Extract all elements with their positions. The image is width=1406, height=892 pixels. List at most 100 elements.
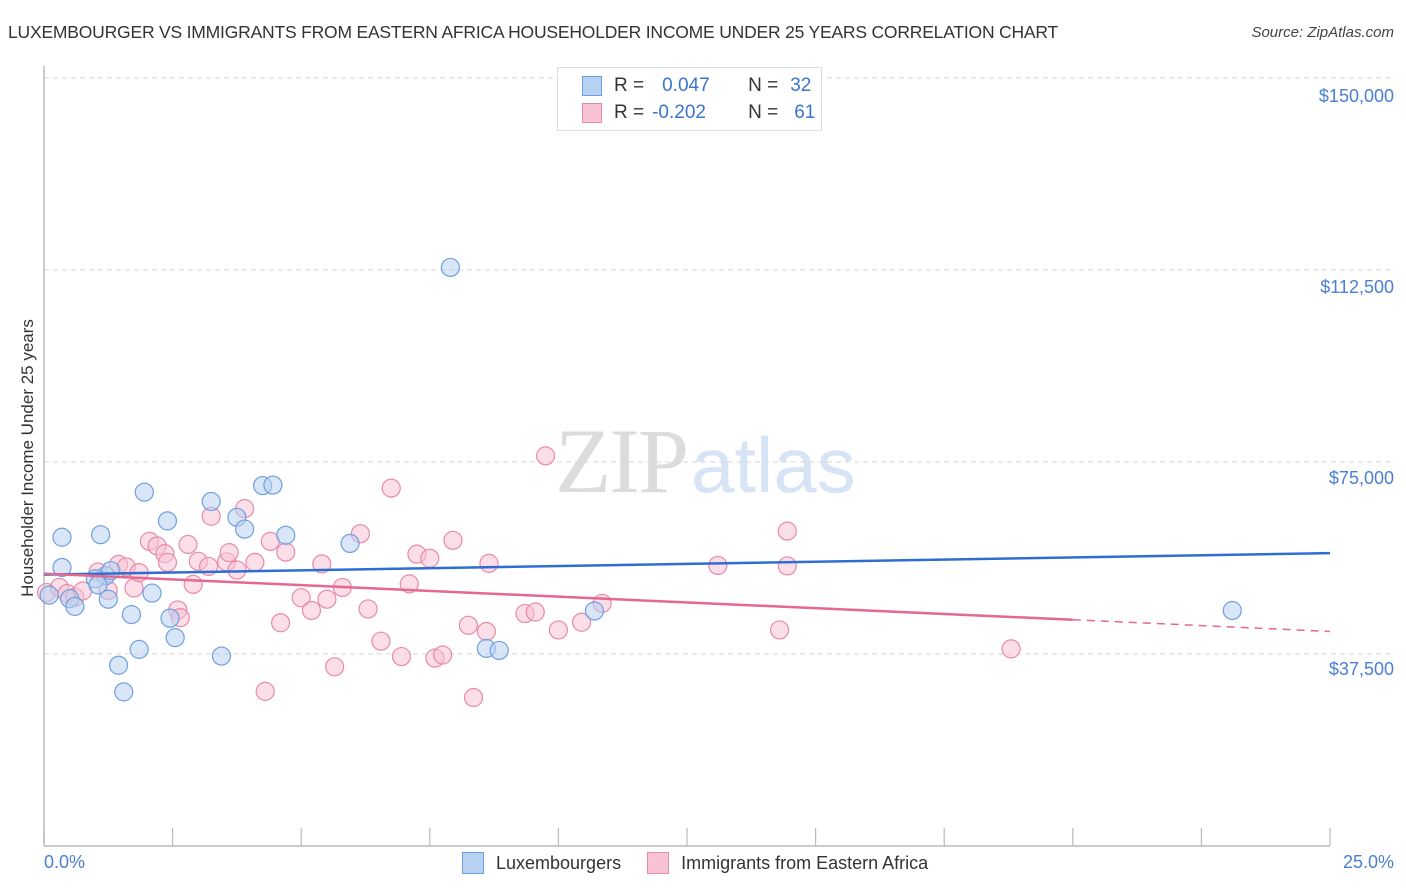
x-tick-0: 0.0% <box>44 852 86 872</box>
legend-item-immigrants[interactable]: Immigrants from Eastern Africa <box>647 852 928 874</box>
data-point[interactable] <box>458 615 478 635</box>
watermark-zip: ZIP <box>555 410 689 512</box>
data-point[interactable] <box>769 620 790 640</box>
r-value: -0.202 <box>652 102 706 123</box>
trend-line-immigrants-extension <box>1072 618 1331 633</box>
data-point[interactable] <box>134 482 154 502</box>
data-point[interactable] <box>391 646 412 667</box>
legend-row-luxembourgers: R = 0.047 N = 32 <box>582 73 811 99</box>
data-point[interactable] <box>271 613 291 633</box>
chart-title: LUXEMBOURGER VS IMMIGRANTS FROM EASTERN … <box>8 22 1059 42</box>
data-point[interactable] <box>1222 600 1242 621</box>
y-tick-150000: $150,000 <box>1318 86 1394 106</box>
data-point[interactable] <box>489 640 509 661</box>
data-point[interactable] <box>381 478 401 498</box>
n-label: N = <box>748 75 779 96</box>
data-point[interactable] <box>463 687 484 708</box>
data-point[interactable] <box>584 601 605 621</box>
data-point[interactable] <box>101 560 121 581</box>
data-point[interactable] <box>157 552 178 572</box>
series-legend: Luxembourgers Immigrants from Eastern Af… <box>462 852 954 874</box>
y-tick-37500: $37,500 <box>1328 659 1394 679</box>
trend-line-immigrants <box>43 572 1073 621</box>
legend-label: Luxembourgers <box>496 852 622 873</box>
watermark: ZIPatlas <box>555 408 856 514</box>
data-point[interactable] <box>142 583 162 603</box>
data-point[interactable] <box>433 645 453 665</box>
data-point[interactable] <box>201 491 221 512</box>
data-point[interactable] <box>443 530 463 550</box>
data-point[interactable] <box>479 553 499 573</box>
series-immigrants-points <box>36 446 1021 708</box>
data-point[interactable] <box>114 682 134 702</box>
data-point[interactable] <box>121 604 142 625</box>
trend-lines <box>43 551 1331 633</box>
data-point[interactable] <box>183 574 203 594</box>
series-luxembourgers-points <box>39 257 1242 702</box>
data-point[interactable] <box>245 552 265 572</box>
axes <box>43 66 1331 847</box>
data-point[interactable] <box>325 657 345 677</box>
data-point[interactable] <box>571 612 592 632</box>
data-point[interactable] <box>178 534 198 555</box>
y-tick-75000: $75,000 <box>1328 468 1394 488</box>
data-point[interactable] <box>255 681 275 701</box>
r-value: 0.047 <box>662 75 710 96</box>
data-point[interactable] <box>1001 639 1021 659</box>
r-label: R = <box>614 102 645 123</box>
data-point[interactable] <box>211 646 232 666</box>
data-point[interactable] <box>90 525 111 545</box>
data-point[interactable] <box>276 525 296 545</box>
y-axis-label: Householder Income Under 25 years <box>18 319 37 597</box>
data-point[interactable] <box>157 511 178 531</box>
data-point[interactable] <box>317 589 337 609</box>
y-tick-112500: $112,500 <box>1320 277 1394 297</box>
n-value: 61 <box>794 102 816 123</box>
data-point[interactable] <box>399 574 419 594</box>
data-point[interactable] <box>420 548 440 568</box>
legend-row-immigrants: R = -0.202 N = 61 <box>582 100 815 126</box>
data-point[interactable] <box>52 527 72 547</box>
blue-swatch-icon <box>582 76 602 96</box>
data-point[interactable] <box>227 560 247 580</box>
data-point[interactable] <box>312 554 332 574</box>
data-point[interactable] <box>548 620 569 640</box>
data-point[interactable] <box>276 542 296 562</box>
data-point[interactable] <box>708 555 728 576</box>
blue-swatch-icon <box>462 852 484 874</box>
data-point[interactable] <box>340 533 360 554</box>
data-point[interactable] <box>160 608 180 628</box>
data-point[interactable] <box>371 631 391 651</box>
data-point[interactable] <box>98 589 118 609</box>
data-point[interactable] <box>358 599 378 619</box>
data-point[interactable] <box>777 556 797 576</box>
pink-swatch-icon <box>582 103 602 123</box>
data-point[interactable] <box>535 446 556 466</box>
data-point[interactable] <box>39 585 59 605</box>
r-label: R = <box>614 75 645 96</box>
data-point[interactable] <box>65 596 85 616</box>
data-point[interactable] <box>301 600 322 621</box>
data-point[interactable] <box>235 519 255 539</box>
data-point[interactable] <box>777 521 797 541</box>
legend-label: Immigrants from Eastern Africa <box>681 852 929 873</box>
data-point[interactable] <box>263 475 283 495</box>
n-value: 32 <box>790 75 812 96</box>
data-point[interactable] <box>440 257 460 278</box>
data-point[interactable] <box>219 543 239 563</box>
data-point[interactable] <box>52 557 72 578</box>
source-credit: Source: ZipAtlas.com <box>1251 24 1394 41</box>
n-label: N = <box>748 102 779 123</box>
data-point[interactable] <box>476 621 496 642</box>
trend-line-luxembourgers <box>43 551 1331 576</box>
data-point[interactable] <box>165 628 185 648</box>
pink-swatch-icon <box>647 852 670 874</box>
legend-item-luxembourgers[interactable]: Luxembourgers <box>462 852 621 874</box>
data-point[interactable] <box>291 588 311 608</box>
data-point[interactable] <box>108 655 129 675</box>
data-point[interactable] <box>129 639 149 659</box>
data-point[interactable] <box>525 602 545 622</box>
correlation-legend: R = 0.047 N = 32 R = -0.202 N = 61 <box>557 67 822 131</box>
x-tick-25: 25.0% <box>1342 852 1394 872</box>
